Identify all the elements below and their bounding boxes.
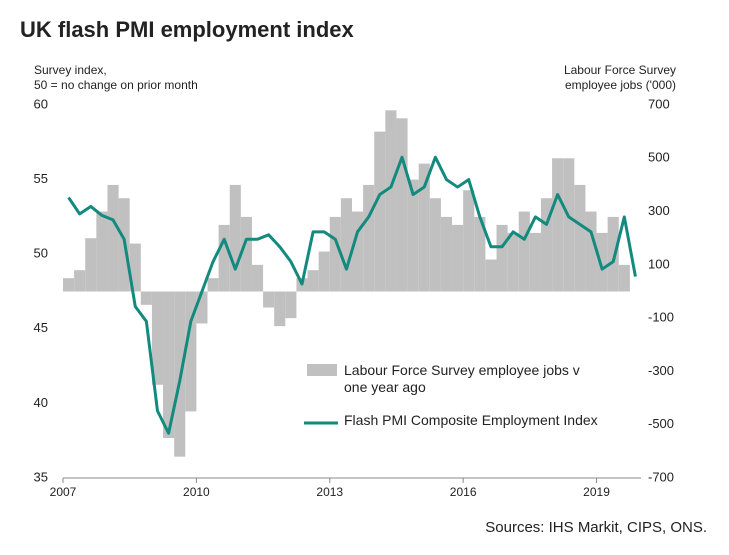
y-label: Survey index, xyxy=(34,63,107,77)
bar xyxy=(274,291,286,327)
x-tick-label: 2013 xyxy=(316,485,343,499)
bar xyxy=(418,163,430,292)
legend-entry: Flash PMI Composite Employment Index xyxy=(344,412,598,428)
bar xyxy=(496,224,508,292)
bar xyxy=(563,158,575,292)
bar xyxy=(552,158,564,292)
bar xyxy=(151,291,164,385)
bar xyxy=(596,232,608,292)
legend-swatch xyxy=(307,364,337,376)
bar xyxy=(218,224,230,292)
y-tick-label: 35 xyxy=(34,469,48,484)
bar xyxy=(518,211,530,292)
bar xyxy=(63,278,75,292)
legend-entry: Labour Force Survey employee jobs v one … xyxy=(344,362,580,395)
bar xyxy=(607,216,619,292)
y2-label: Labour Force Survey xyxy=(564,63,676,77)
bar xyxy=(585,211,597,292)
y2-tick-label: -700 xyxy=(648,469,674,484)
bar xyxy=(163,291,175,439)
bar xyxy=(229,184,241,292)
bar xyxy=(529,232,541,292)
bar xyxy=(474,216,486,292)
y2-tick-label: 700 xyxy=(648,96,670,111)
bar xyxy=(196,291,208,324)
bar xyxy=(485,259,497,292)
bars xyxy=(63,110,630,457)
y-tick-label: 40 xyxy=(34,395,48,410)
bar xyxy=(240,216,252,292)
bar xyxy=(463,190,475,292)
y2-tick-label: 300 xyxy=(648,203,670,218)
bar xyxy=(352,211,364,292)
chart-title: UK flash PMI employment index xyxy=(20,17,354,42)
bar xyxy=(263,291,275,308)
bar xyxy=(329,216,341,292)
y-label: 50 = no change on prior month xyxy=(34,78,198,92)
bar xyxy=(574,184,586,292)
bar xyxy=(363,184,375,292)
source: Sources: IHS Markit, CIPS, ONS. xyxy=(485,519,707,536)
y2-tick-label: -100 xyxy=(648,310,674,325)
y2-tick-label: 100 xyxy=(648,256,670,271)
x-tick-label: 2007 xyxy=(50,485,77,499)
x-tick-label: 2019 xyxy=(583,485,610,499)
y-tick-label: 60 xyxy=(34,96,48,111)
bar xyxy=(618,264,630,292)
bar xyxy=(374,131,386,292)
bar xyxy=(507,232,519,292)
bar xyxy=(452,224,464,292)
bar xyxy=(396,118,408,292)
bar xyxy=(96,211,108,292)
bar xyxy=(318,251,330,292)
line xyxy=(67,155,637,435)
y2-tick-label: 500 xyxy=(648,150,670,165)
bar xyxy=(385,110,397,292)
y-tick-label: 45 xyxy=(34,320,48,335)
bar xyxy=(207,278,219,292)
y-tick-label: 50 xyxy=(34,246,48,261)
bar xyxy=(407,179,419,292)
bar xyxy=(85,238,97,292)
bar xyxy=(429,198,441,292)
bar xyxy=(107,184,119,292)
bar xyxy=(340,198,352,292)
x-tick-label: 2010 xyxy=(183,485,210,499)
bar xyxy=(307,270,319,292)
bar xyxy=(140,291,152,305)
y-tick-label: 55 xyxy=(34,171,48,186)
bar xyxy=(129,243,141,292)
bar xyxy=(185,291,197,412)
y2-tick-label: -300 xyxy=(648,363,674,378)
bar xyxy=(440,216,453,292)
bar xyxy=(74,270,86,292)
lines xyxy=(67,155,637,435)
bar xyxy=(285,291,297,319)
x-tick-label: 2016 xyxy=(450,485,477,499)
y2-tick-label: -500 xyxy=(648,416,674,431)
bar xyxy=(540,198,553,292)
y2-label: employee jobs ('000) xyxy=(565,78,676,92)
bar xyxy=(251,264,264,292)
